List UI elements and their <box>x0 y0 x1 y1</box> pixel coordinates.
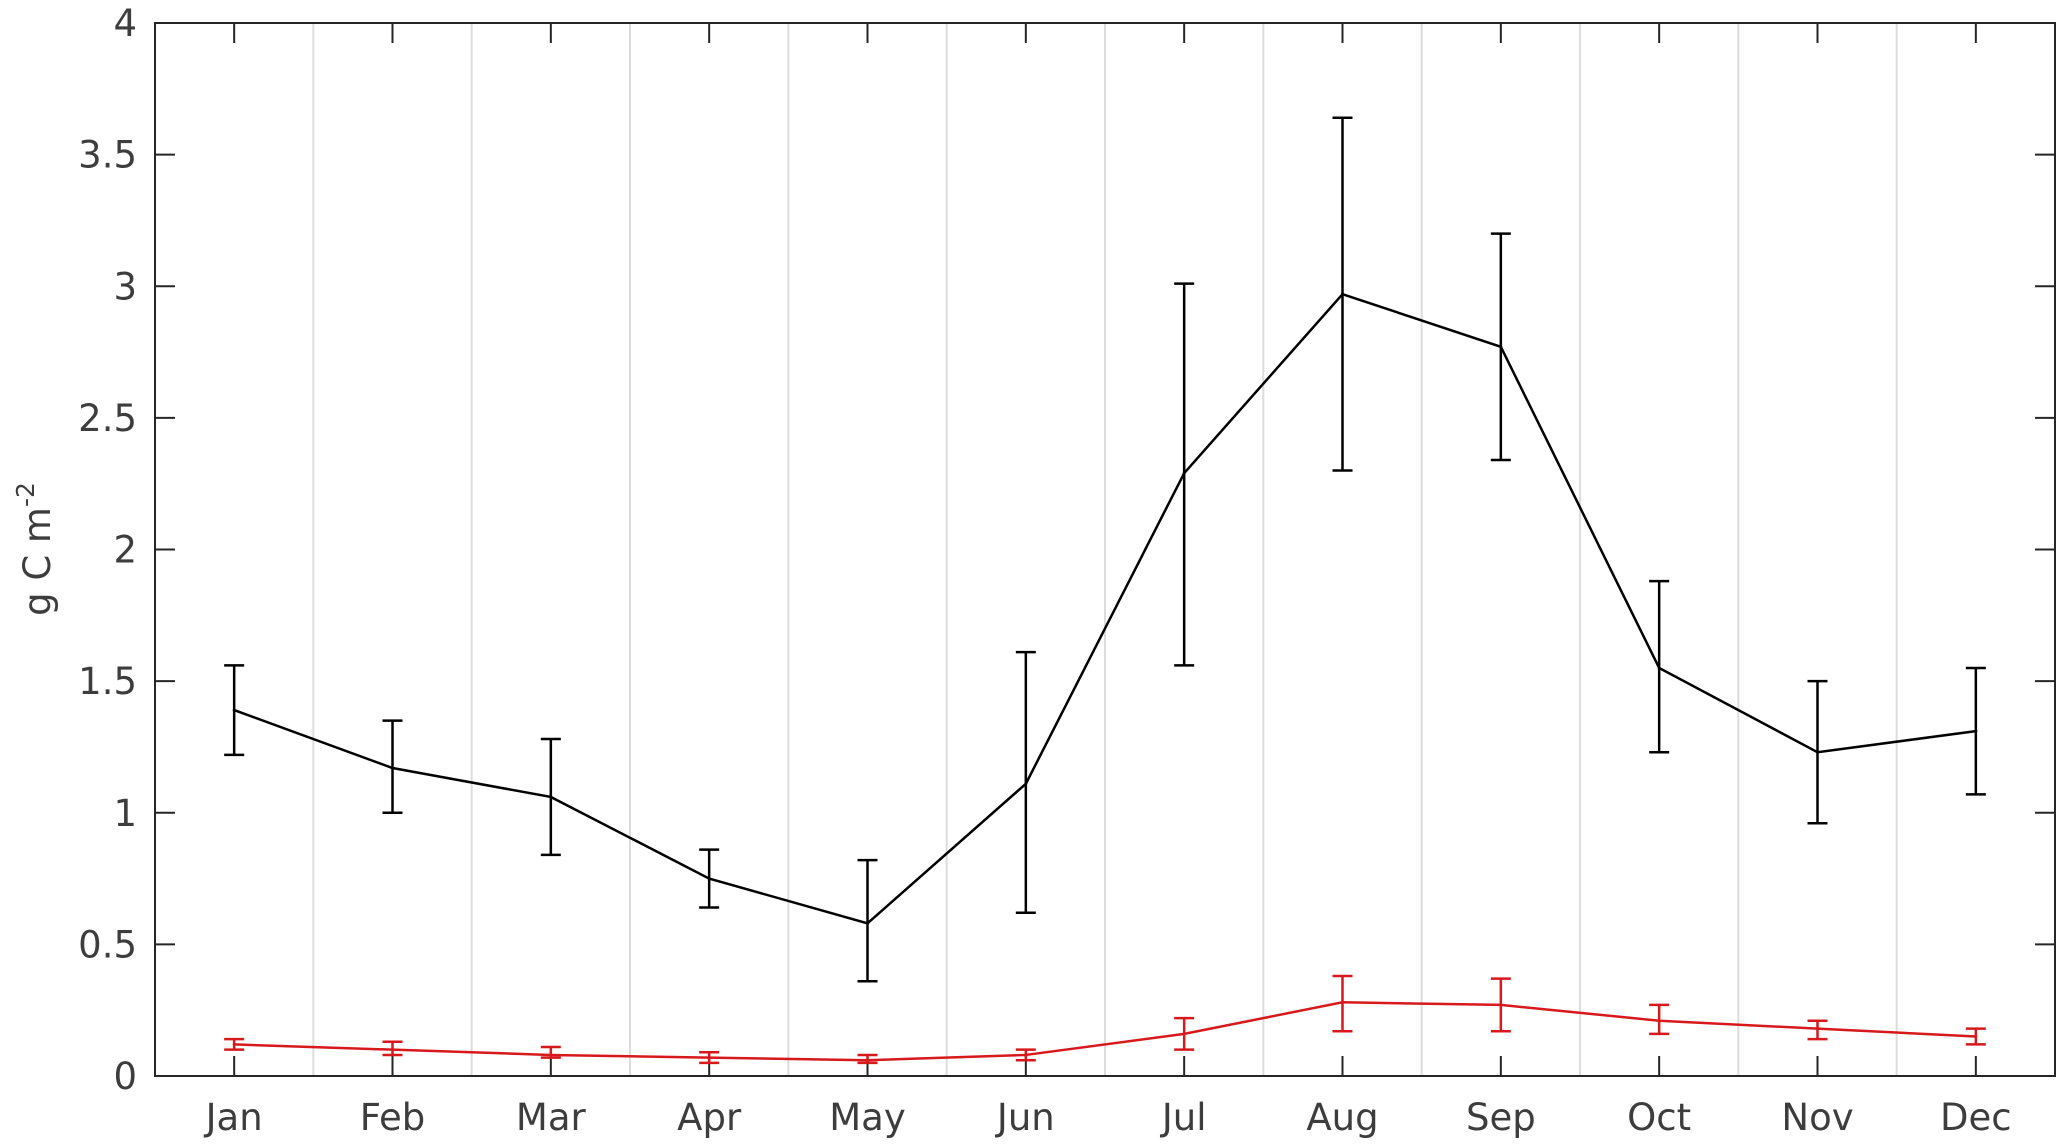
y-tick-label: 1 <box>113 792 137 835</box>
x-tick-label: Dec <box>1940 1096 2012 1139</box>
y-axis: 0 0.5 1 1.5 2 2.5 3 3.5 4 <box>78 2 2055 1098</box>
data-point <box>707 877 711 881</box>
data-point <box>1024 782 1028 786</box>
data-point <box>1182 471 1186 475</box>
series-line <box>233 292 1976 925</box>
x-tick-label: Mar <box>516 1096 587 1139</box>
y-axis-label-superscript: -2 <box>11 482 40 507</box>
data-point <box>1341 292 1344 296</box>
data-point <box>1341 1000 1344 1004</box>
series-line <box>234 1001 1976 1062</box>
x-tick-label: Nov <box>1781 1096 1853 1139</box>
y-tick-label: 3.5 <box>78 134 137 177</box>
x-tick-label: Jul <box>1160 1096 1207 1139</box>
x-axis: Jan Feb Mar Apr May Jun Jul Aug Sep Oct Nov Dec <box>204 23 2012 1139</box>
data-point <box>1499 1003 1503 1007</box>
x-tick-label: Feb <box>360 1096 426 1139</box>
data-point <box>866 921 869 925</box>
data-point <box>1024 1053 1028 1057</box>
data-point <box>1657 1019 1661 1023</box>
data-point <box>549 795 553 799</box>
data-point <box>1816 750 1819 754</box>
data-point <box>866 1058 869 1062</box>
x-tick-label: Aug <box>1306 1096 1378 1139</box>
data-point <box>391 766 394 770</box>
data-point <box>1182 1032 1186 1036</box>
x-tick-label: Jan <box>204 1096 263 1139</box>
series-2 <box>224 974 1986 1065</box>
grid-lines <box>312 23 1898 1076</box>
data-point <box>1499 345 1503 349</box>
x-tick-label: Sep <box>1466 1096 1536 1139</box>
data-point <box>707 1056 711 1060</box>
y-axis-label: g C m-2 <box>11 482 59 616</box>
data-point <box>1657 666 1661 670</box>
y-tick-label: 0 <box>113 1055 137 1098</box>
y-tick-label: 4 <box>113 2 137 45</box>
series-layer <box>224 116 1986 1065</box>
y-tick-label: 1.5 <box>78 660 137 703</box>
y-tick-label: 3 <box>113 265 137 308</box>
data-point <box>1816 1027 1819 1031</box>
x-tick-label: Apr <box>677 1096 742 1139</box>
data-point <box>549 1053 553 1057</box>
data-point <box>391 1048 394 1052</box>
x-tick-label: Jun <box>995 1096 1055 1139</box>
data-point <box>1974 1035 1978 1039</box>
data-point <box>1974 729 1978 733</box>
y-tick-label: 0.5 <box>78 923 137 966</box>
data-point <box>232 708 236 712</box>
x-tick-label: Oct <box>1627 1096 1691 1139</box>
y-axis-label-main: g C m <box>16 507 59 616</box>
y-tick-label: 2 <box>113 529 137 572</box>
series-1 <box>224 116 1986 983</box>
y-tick-label: 2.5 <box>78 397 137 440</box>
data-point <box>232 1042 236 1046</box>
x-tick-label: May <box>829 1096 906 1139</box>
